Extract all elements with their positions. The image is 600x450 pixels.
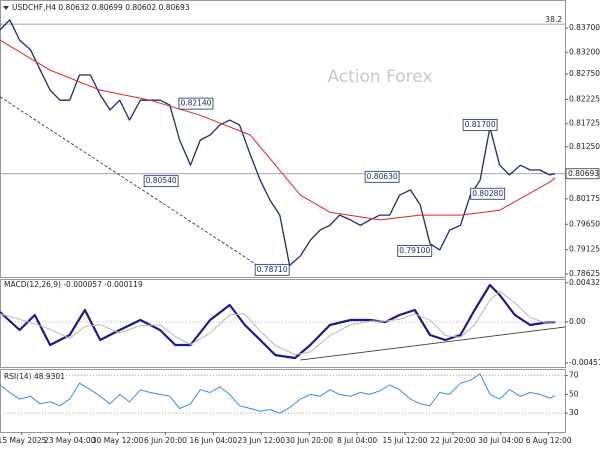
series-line [0, 373, 556, 414]
series-line [0, 283, 556, 360]
panel-title: RSI(14) 48.9301 [4, 372, 65, 381]
series-line [0, 39, 556, 221]
y-tick-label: 0.82750 [569, 69, 600, 78]
x-tick-label: 23 Jun 12:00 [237, 436, 285, 445]
annotation-box [364, 170, 400, 183]
annotation-box [470, 187, 506, 200]
y-tick-label: 0.00 [569, 317, 586, 326]
x-tick-label: 6 Jun 20:00 [144, 436, 187, 445]
annotation-label: 0.80630 [367, 172, 398, 181]
annotation-label: 0.80540 [146, 176, 177, 185]
panel-title: USDCHF,H4 0.80632 0.80699 0.80602 0.8069… [12, 3, 190, 12]
annotation-label: 0.80280 [472, 189, 503, 198]
price-tag-label: 0.80693 [568, 169, 599, 178]
x-tick-label: 6 Aug 12:00 [526, 436, 572, 445]
watermark: Action Forex [327, 67, 432, 87]
annotation-box [397, 245, 433, 257]
y-tick-label: 0.83200 [569, 47, 600, 56]
x-tick-label: 23 May 04:00 [44, 436, 96, 445]
price-panel [0, 0, 566, 278]
x-tick-label: 15 May 2025 [0, 436, 47, 445]
series-line [0, 290, 556, 356]
x-tick-label: 30 May 12:00 [92, 436, 144, 445]
x-tick-label: 30 Jun 20:00 [285, 436, 333, 445]
x-tick-label: 16 Jun 04:00 [190, 436, 238, 445]
y-tick-label: 0.78625 [569, 269, 600, 278]
y-tick-label: 0.004325 [569, 278, 600, 287]
menu-arrow [3, 6, 9, 10]
annotation-box [178, 97, 214, 110]
price-tag [565, 168, 600, 180]
annotation-box [254, 263, 290, 276]
series-line [0, 19, 556, 267]
annotation-box [143, 175, 179, 188]
annotation-label: 0.82140 [180, 99, 211, 108]
x-tick-label: 8 Jul 04:00 [337, 436, 377, 445]
trend-line [300, 326, 566, 361]
y-tick-label: 0.83700 [569, 23, 600, 32]
macd-panel [0, 279, 566, 368]
panel-title: MACD(12,26,9) -0.000057 -0.000119 [4, 280, 143, 289]
y-tick-label: -0.004511 [569, 358, 600, 367]
trend-line [0, 96, 265, 271]
y-tick-label: 0.80175 [569, 194, 600, 203]
annotation-label: 0.81700 [465, 120, 496, 129]
y-tick-label: 70 [569, 371, 579, 380]
x-tick-label: 15 Jul 12:00 [382, 436, 427, 445]
rsi-panel [0, 369, 566, 433]
y-tick-label: 0.82225 [569, 95, 600, 104]
annotation-box [462, 119, 498, 131]
y-tick-label: 50 [569, 389, 579, 398]
y-tick-label: 30 [569, 408, 579, 417]
x-tick-label: 22 Jul 20:00 [430, 436, 475, 445]
level-name: 38.2 [545, 15, 562, 24]
y-tick-label: 0.81725 [569, 119, 600, 128]
annotation-label: 0.79100 [399, 246, 430, 255]
x-tick-label: 30 Jul 04:00 [478, 436, 523, 445]
annotation-label: 0.78710 [257, 265, 288, 274]
y-tick-label: 0.79650 [569, 219, 600, 228]
y-tick-label: 0.79125 [569, 245, 600, 254]
y-tick-label: 0.81250 [569, 142, 600, 151]
